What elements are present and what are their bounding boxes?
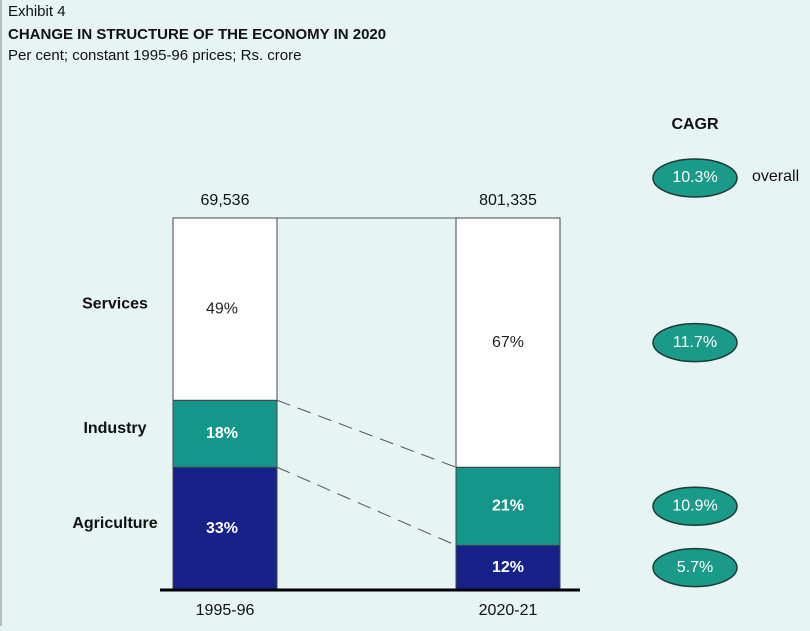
cagr-badge — [652, 547, 738, 588]
cagr-badge — [652, 158, 738, 198]
value-label: 21% — [492, 498, 524, 515]
cagr-label: 10.9% — [672, 498, 717, 515]
exhibit-label: Exhibit 4 — [8, 3, 66, 20]
cagr-badge — [652, 486, 738, 527]
bar-segment — [455, 217, 561, 468]
cagr-note: overall — [752, 168, 799, 185]
value-label: 33% — [206, 520, 238, 537]
value-label: 49% — [206, 300, 238, 317]
connector — [276, 466, 457, 546]
chart-subtitle: Per cent; constant 1995-96 prices; Rs. c… — [8, 47, 301, 64]
bar-segment — [172, 217, 278, 401]
cagr-title: CAGR — [671, 116, 719, 133]
value-label: 18% — [206, 425, 238, 442]
value-label: 12% — [492, 559, 524, 576]
bar-segment — [455, 544, 561, 591]
chart-title: CHANGE IN STRUCTURE OF THE ECONOMY IN 20… — [8, 26, 386, 43]
series-label: Agriculture — [72, 515, 157, 532]
series-label: Industry — [83, 420, 146, 437]
bar-segment — [172, 399, 278, 468]
bar-segment — [455, 466, 561, 546]
bar-segment — [172, 466, 278, 591]
x-tick-label: 1995-96 — [196, 602, 255, 619]
cagr-badge — [652, 322, 738, 363]
value-label: 67% — [492, 334, 524, 351]
cagr-label: 5.7% — [677, 559, 713, 576]
total-label: 69,536 — [201, 192, 250, 209]
x-tick-label: 2020-21 — [479, 602, 538, 619]
cagr-label: 10.3% — [672, 169, 717, 186]
total-label: 801,335 — [479, 192, 537, 209]
series-label: Services — [82, 295, 148, 312]
cagr-label: 11.7% — [673, 334, 717, 351]
connector — [276, 399, 457, 468]
